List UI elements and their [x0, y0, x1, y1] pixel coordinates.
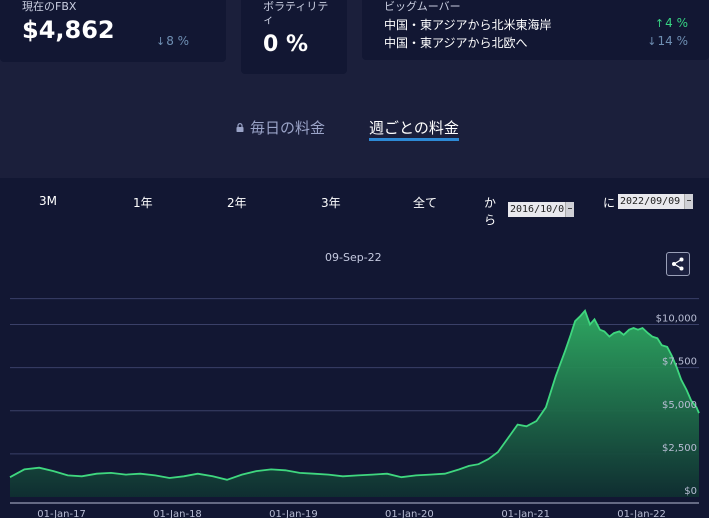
- active-tab-underline: [369, 138, 459, 141]
- price-area: [10, 310, 699, 497]
- mover-delta: ↑4 %: [655, 16, 688, 30]
- arrow-down-icon: ↓: [156, 35, 166, 48]
- price-chart[interactable]: $0 $2,500 $5,000 $7,500 $10,000 01-Jan-17 01-…: [0, 178, 709, 518]
- mover-delta-value: 4 %: [665, 16, 688, 30]
- fbx-label: 現在のFBX: [22, 0, 77, 13]
- x-tick-label: 01-Jan-20: [385, 509, 434, 518]
- big-movers-card: ビッグムーバー 中国・東アジアから北米東海岸 ↑4 % 中国・東アジアから北欧へ…: [362, 0, 709, 60]
- tab-daily-label: 毎日の料金: [250, 119, 326, 137]
- to-date-input[interactable]: 2022/09/09: [618, 194, 693, 209]
- tab-daily-rates[interactable]: 毎日の料金: [236, 117, 325, 138]
- fbx-card: 現在のFBX $4,862 ↓8 %: [0, 0, 226, 62]
- volatility-card: ボラティリティ 0 %: [241, 0, 347, 74]
- arrow-down-icon: ↓: [647, 35, 657, 48]
- fbx-delta: ↓8 %: [156, 34, 189, 48]
- lock-icon: [236, 123, 244, 132]
- mover-delta-value: 14 %: [657, 34, 689, 48]
- tab-weekly-rates[interactable]: 週ごとの料金: [369, 117, 459, 138]
- from-date-spinner[interactable]: [565, 202, 574, 217]
- share-icon: [672, 257, 684, 271]
- range-1y-button[interactable]: 1年: [133, 196, 153, 210]
- from-label-2: ら: [484, 213, 497, 227]
- range-2y-button[interactable]: 2年: [227, 196, 247, 210]
- volatility-value: 0 %: [263, 32, 309, 57]
- to-date-value: 2022/09/09: [620, 196, 681, 207]
- x-tick-label: 01-Jan-19: [269, 509, 318, 518]
- x-tick-label: 01-Jan-18: [153, 509, 202, 518]
- fbx-value: $4,862: [22, 16, 115, 44]
- fbx-delta-value: 8 %: [166, 34, 190, 48]
- range-3y-button[interactable]: 3年: [321, 196, 341, 210]
- range-3m-button[interactable]: 3M: [39, 194, 57, 208]
- mover-delta: ↓14 %: [647, 34, 688, 48]
- arrow-up-icon: ↑: [654, 17, 665, 30]
- share-button[interactable]: [666, 252, 690, 276]
- hover-date-label: 09-Sep-22: [325, 251, 382, 264]
- from-date-value: 2016/10/0: [510, 204, 565, 215]
- mover-name: 中国・東アジアから北欧へ: [384, 36, 528, 50]
- y-tick-label: $7,500: [662, 357, 697, 368]
- mover-name: 中国・東アジアから北米東海岸: [384, 18, 552, 32]
- to-label: に: [603, 196, 616, 210]
- range-all-button[interactable]: 全て: [413, 196, 438, 210]
- x-tick-label: 01-Jan-17: [37, 509, 86, 518]
- from-label-1: か: [484, 196, 497, 210]
- y-tick-label: $5,000: [662, 400, 697, 411]
- x-tick-label: 01-Jan-22: [617, 509, 666, 518]
- tab-weekly-label: 週ごとの料金: [369, 119, 459, 137]
- price-line: [9, 308, 700, 481]
- from-date-input[interactable]: 2016/10/0: [508, 202, 574, 217]
- chart-panel: 3M 1年 2年 3年 全て か ら 2016/10/0 に 2022/09/0…: [0, 178, 709, 518]
- big-movers-label: ビッグムーバー: [384, 0, 461, 13]
- y-tick-label: $0: [684, 486, 697, 497]
- x-tick-label: 01-Jan-21: [501, 509, 550, 518]
- volatility-label: ボラティリティ: [263, 0, 329, 26]
- y-tick-label: $10,000: [656, 314, 697, 325]
- y-tick-label: $2,500: [662, 443, 697, 454]
- to-date-spinner[interactable]: [684, 194, 693, 209]
